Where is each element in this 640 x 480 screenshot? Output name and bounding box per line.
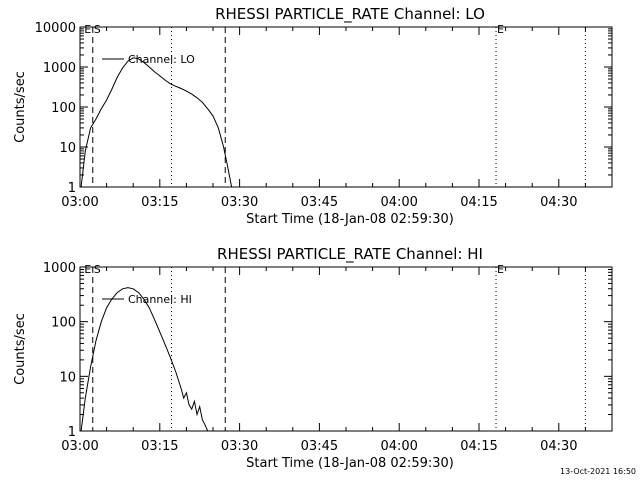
chart-title: RHESSI PARTICLE_RATE Channel: HI bbox=[217, 245, 483, 264]
y-axis-label: Counts/sec bbox=[13, 71, 28, 143]
x-axis-label: Start Time (18-Jan-08 02:59:30) bbox=[246, 212, 454, 227]
end-marker: E bbox=[497, 23, 504, 36]
series-line bbox=[80, 287, 209, 432]
y-tick-label: 10000 bbox=[35, 21, 76, 36]
chart-title: RHESSI PARTICLE_RATE Channel: LO bbox=[215, 5, 485, 24]
series-line bbox=[80, 57, 233, 188]
x-tick-label: 03:45 bbox=[301, 195, 338, 210]
y-tick-label: 1000 bbox=[43, 261, 76, 276]
x-tick-label: 04:30 bbox=[540, 195, 577, 210]
x-tick-label: 03:15 bbox=[141, 439, 178, 454]
generation-timestamp: 13-Oct-2021 16:50 bbox=[560, 467, 636, 476]
y-tick-label: 10 bbox=[59, 370, 76, 385]
start-marker: S bbox=[94, 23, 101, 36]
x-tick-label: 03:00 bbox=[61, 439, 98, 454]
end-marker: E bbox=[84, 263, 91, 276]
y-tick-label: 100 bbox=[51, 316, 76, 331]
x-tick-label: 04:15 bbox=[460, 439, 497, 454]
y-tick-label: 1000 bbox=[43, 61, 76, 76]
end-marker: E bbox=[84, 23, 91, 36]
x-tick-label: 04:00 bbox=[380, 439, 417, 454]
legend-label: Channel: LO bbox=[128, 53, 195, 66]
x-tick-label: 03:30 bbox=[221, 195, 258, 210]
x-tick-label: 03:15 bbox=[141, 195, 178, 210]
x-tick-label: 04:15 bbox=[460, 195, 497, 210]
y-tick-label: 1 bbox=[68, 181, 76, 196]
y-tick-label: 1 bbox=[68, 425, 76, 440]
x-tick-label: 03:30 bbox=[221, 439, 258, 454]
x-tick-label: 03:45 bbox=[301, 439, 338, 454]
y-axis-label: Counts/sec bbox=[13, 313, 28, 385]
legend-label: Channel: HI bbox=[128, 293, 192, 306]
y-tick-label: 10 bbox=[59, 141, 76, 156]
hi-channel-panel: RHESSI PARTICLE_RATE Channel: HI Start Ti… bbox=[13, 245, 613, 471]
lo-channel-panel: RHESSI PARTICLE_RATE Channel: LO Start Ti… bbox=[13, 5, 613, 227]
x-axis-label: Start Time (18-Jan-08 02:59:30) bbox=[246, 456, 454, 471]
end-marker: E bbox=[497, 263, 504, 276]
x-tick-label: 03:00 bbox=[61, 195, 98, 210]
y-tick-label: 100 bbox=[51, 101, 76, 116]
x-tick-label: 04:30 bbox=[540, 439, 577, 454]
start-marker: S bbox=[94, 263, 101, 276]
x-tick-label: 04:00 bbox=[380, 195, 417, 210]
